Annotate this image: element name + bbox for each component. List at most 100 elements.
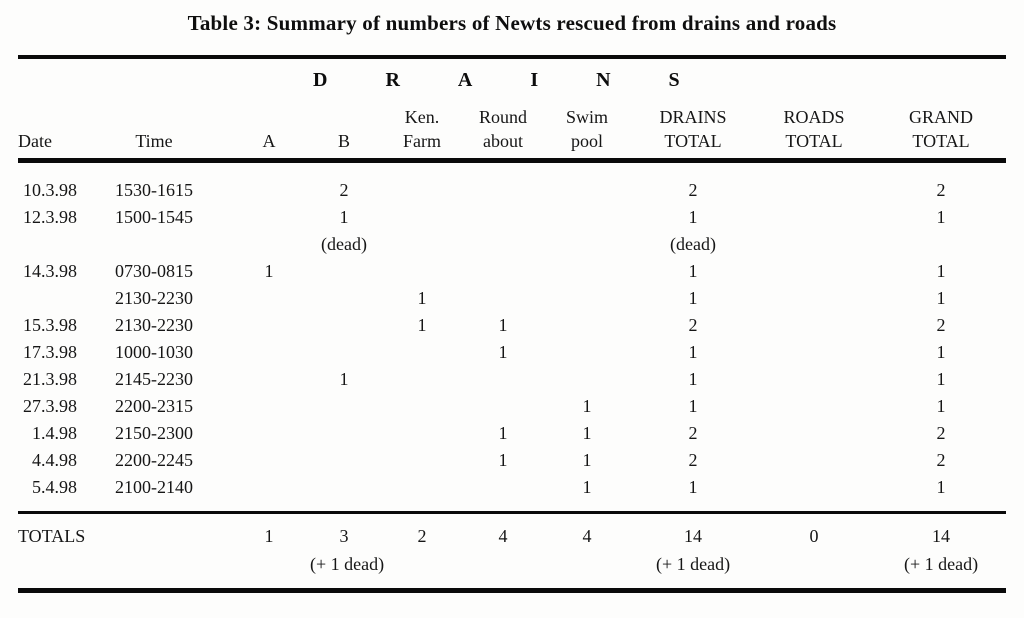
round-about-column-header: Round about <box>466 101 540 163</box>
time-cell: 2100-2140 <box>115 477 193 497</box>
grand-total-cell: 1 <box>936 207 946 227</box>
header-top-line: Swim <box>565 107 608 127</box>
table-row: 12.3.98 1500-1545 1 1 1 <box>18 204 1006 231</box>
drain-a-cell <box>228 393 310 420</box>
grand-total-dead-note: (+ 1 dead) <box>876 551 1007 593</box>
round-about-cell: 1 <box>498 423 508 443</box>
date-cell <box>18 285 80 312</box>
ken-farm-cell <box>378 447 466 474</box>
swim-pool-cell <box>540 231 634 258</box>
round-about-cell <box>466 393 540 420</box>
table-row: 14.3.98 0730-0815 1 1 1 <box>18 258 1006 285</box>
grand-total-cell: 1 <box>936 396 946 416</box>
drains-total-cell: 2 <box>688 423 698 443</box>
roads-total-cell <box>752 339 876 366</box>
swim-pool-dead-note <box>540 551 634 593</box>
ken-farm-cell: 1 <box>417 288 427 308</box>
roads-total-dead-note <box>752 551 877 593</box>
table-row: 17.3.98 1000-1030 1 1 1 <box>18 339 1006 366</box>
time-cell: 1500-1545 <box>115 207 193 227</box>
swim-pool-cell <box>540 258 634 285</box>
roads-total-cell <box>752 366 876 393</box>
drains-total-column-header: DRAINS TOTAL <box>634 101 753 163</box>
drain-a-cell <box>228 161 310 205</box>
swim-pool-cell <box>540 366 634 393</box>
time-column-header: Time <box>80 101 228 163</box>
drains-group-header-cell: DRAINS <box>310 57 752 101</box>
swim-pool-cell: 1 <box>582 423 592 443</box>
table-row: 4.4.98 2200-2245 1 1 2 2 <box>18 447 1006 474</box>
header-bottom-line: TOTAL <box>785 131 843 151</box>
drain-a-total-cell: 1 <box>228 511 310 551</box>
time-cell: 2200-2245 <box>115 450 193 470</box>
header-top-line: Ken. <box>404 107 440 127</box>
ken-farm-cell: 1 <box>417 315 427 335</box>
date-cell: 17.3.98 <box>23 342 77 362</box>
ken-farm-cell <box>378 474 466 501</box>
round-about-cell <box>466 474 540 501</box>
time-cell: 2200-2315 <box>115 396 193 416</box>
round-about-cell <box>466 161 540 205</box>
date-cell: 14.3.98 <box>23 261 77 281</box>
header-bottom-line: TOTAL <box>664 131 722 151</box>
swim-pool-cell: 1 <box>582 477 592 497</box>
drains-total-cell: (dead) <box>670 234 716 254</box>
table-row: 21.3.98 2145-2230 1 1 1 <box>18 366 1006 393</box>
swim-pool-cell: 1 <box>582 396 592 416</box>
ken-farm-cell <box>378 420 466 447</box>
totals-row: TOTALS 1 3 2 4 4 14 0 14 <box>18 511 1007 551</box>
drain-b-cell <box>310 393 378 420</box>
round-about-cell <box>466 285 540 312</box>
drain-a-cell <box>228 339 310 366</box>
ken-farm-cell <box>378 204 466 231</box>
date-column-header: Date <box>18 101 80 163</box>
grand-total-cell: 1 <box>936 369 946 389</box>
time-cell: 2130-2230 <box>115 288 193 308</box>
header-bottom-line: Time <box>135 131 173 151</box>
header-bottom-line: B <box>337 131 350 151</box>
drains-total-total-cell: 14 <box>634 511 753 551</box>
date-cell: 21.3.98 <box>23 369 77 389</box>
table-row: 1.4.98 2150-2300 1 1 2 2 <box>18 420 1006 447</box>
grand-total-cell: 2 <box>936 315 946 335</box>
time-cell <box>80 231 228 258</box>
roads-total-total-cell: 0 <box>752 511 877 551</box>
drains-total-cell: 1 <box>688 288 698 308</box>
grand-total-cell: 1 <box>936 288 946 308</box>
grand-total-cell: 2 <box>936 423 946 443</box>
roads-total-cell <box>752 447 876 474</box>
date-cell: 1.4.98 <box>32 423 77 443</box>
roads-total-cell <box>752 393 876 420</box>
date-cell: 4.4.98 <box>32 450 77 470</box>
ken-farm-cell <box>378 339 466 366</box>
table-row: (dead) (dead) <box>18 231 1006 258</box>
ken-farm-cell <box>378 258 466 285</box>
swim-pool-cell <box>540 204 634 231</box>
totals-notes-row: (+ 1 dead) (+ 1 dead) (+ 1 dead) <box>18 551 1007 593</box>
drain-b-cell <box>310 447 378 474</box>
roads-total-cell <box>752 231 876 258</box>
table-row: 2130-2230 1 1 1 <box>18 285 1006 312</box>
drain-a-cell <box>228 285 310 312</box>
ken-farm-total-cell: 2 <box>378 511 466 551</box>
group-header-spacer <box>18 57 310 101</box>
round-about-cell <box>466 366 540 393</box>
drain-a-cell <box>228 420 310 447</box>
header-top-line: ROADS <box>783 107 845 127</box>
ken-farm-cell <box>378 161 466 205</box>
round-about-cell <box>466 258 540 285</box>
date-cell: 12.3.98 <box>23 207 77 227</box>
drain-b-cell <box>310 285 378 312</box>
drain-b-cell <box>310 339 378 366</box>
grand-total-cell: 1 <box>936 477 946 497</box>
grand-total-total-cell: 14 <box>876 511 1007 551</box>
table-row: 5.4.98 2100-2140 1 1 1 <box>18 474 1006 501</box>
drain-b-dead-note: (+ 1 dead) <box>310 551 384 593</box>
drain-a-cell <box>228 231 310 258</box>
drain-a-cell <box>228 474 310 501</box>
header-bottom-line: A <box>262 131 276 151</box>
drains-total-cell: 2 <box>688 315 698 335</box>
date-cell: 15.3.98 <box>23 315 77 335</box>
roads-total-cell <box>752 258 876 285</box>
